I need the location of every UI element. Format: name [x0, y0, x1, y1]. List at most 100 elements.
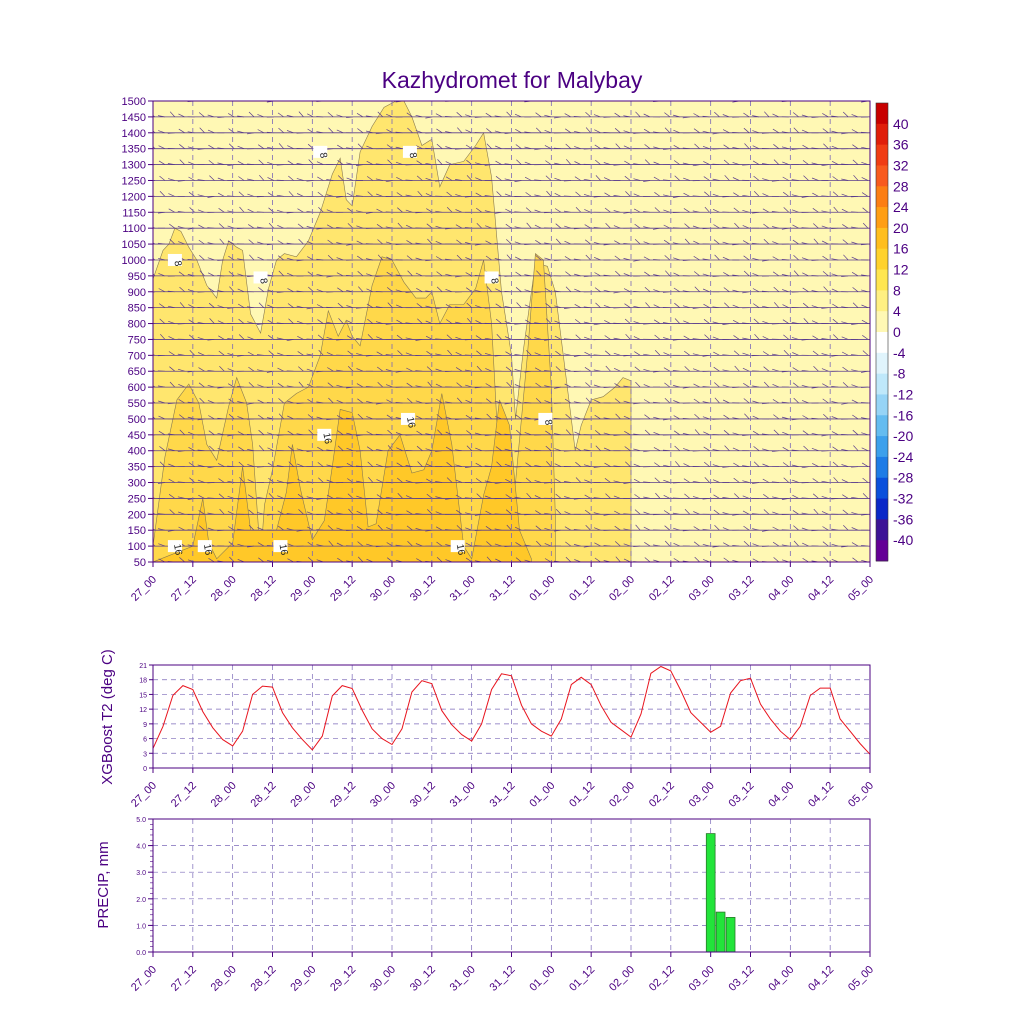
- wind-barb: [249, 254, 255, 261]
- contour-label: 16: [171, 543, 184, 556]
- wind-barb: [366, 160, 374, 165]
- wind-barb: [851, 129, 859, 134]
- colorbar-label: 20: [893, 220, 909, 236]
- wind-barb: [862, 350, 869, 356]
- wind-barb: [694, 286, 700, 293]
- wind-barb: [467, 318, 473, 324]
- wind-barb: [153, 115, 156, 118]
- wind-barb: [614, 541, 621, 547]
- wind-barb: [237, 416, 245, 420]
- wind-barb: [813, 238, 819, 245]
- x-tick-label: 05_00: [846, 574, 876, 604]
- wind-barb: [669, 101, 670, 102]
- wind-barb: [515, 414, 522, 420]
- wind-barb: [564, 526, 572, 531]
- wind-barb: [565, 541, 572, 547]
- wind-barb: [832, 191, 839, 197]
- wind-barb: [436, 398, 443, 404]
- wind-barb: [762, 351, 770, 356]
- x-tick-label: 01_00: [527, 574, 557, 604]
- wind-barb: [352, 101, 354, 102]
- wind-barb: [525, 207, 532, 213]
- wind-barb: [633, 208, 641, 213]
- wind-barb: [446, 206, 453, 213]
- wind-barb: [337, 557, 344, 562]
- wind-barb: [639, 101, 641, 102]
- wind-barb: [684, 238, 691, 245]
- wind-barb: [614, 240, 621, 245]
- wind-barb: [287, 558, 294, 562]
- wind-barb: [298, 381, 304, 388]
- wind-barb: [526, 492, 532, 499]
- wind-barb: [495, 176, 502, 181]
- wind-barb: [633, 193, 641, 197]
- wind-barb: [506, 239, 512, 245]
- wind-barb: [168, 223, 176, 229]
- colorbar-swatch: [876, 248, 888, 270]
- wind-barb: [723, 542, 730, 547]
- y-tick-label: 2.0: [136, 897, 146, 904]
- x-tick-label: 05_00: [846, 964, 876, 994]
- wind-barb: [465, 414, 473, 420]
- contour-label-box: [167, 253, 182, 266]
- wind-barb: [625, 461, 631, 467]
- wind-barb: [405, 224, 413, 229]
- wind-barb: [653, 431, 661, 436]
- x-tick-label: 05_00: [846, 780, 876, 810]
- wind-barb: [357, 413, 364, 420]
- wind-barb: [623, 415, 631, 420]
- wind-barb: [367, 318, 374, 324]
- wind-barb: [258, 287, 265, 293]
- wind-barb: [445, 431, 453, 436]
- wind-barb: [634, 223, 641, 229]
- wind-barb: [604, 350, 611, 356]
- wind-barb: [188, 304, 195, 309]
- wind-barb: [535, 525, 542, 531]
- wind-barb: [504, 336, 512, 340]
- wind-barb: [723, 144, 730, 149]
- wind-barb: [544, 543, 552, 547]
- wind-barb: [188, 446, 195, 452]
- wind-barb: [435, 511, 443, 515]
- wind-barb: [564, 113, 572, 118]
- wind-barb: [852, 302, 859, 308]
- wind-barb: [366, 145, 374, 150]
- wind-barb: [258, 302, 265, 308]
- wind-barb: [197, 479, 205, 483]
- x-tick-label: 04_00: [766, 964, 796, 994]
- wind-barb: [153, 416, 156, 420]
- wind-barb: [326, 479, 334, 483]
- wind-barb: [456, 254, 463, 261]
- wind-barb: [366, 431, 374, 436]
- wind-barb: [238, 318, 245, 324]
- wind-barb: [208, 144, 215, 150]
- wind-barb: [634, 239, 641, 245]
- wind-barb: [842, 224, 849, 229]
- wind-barb: [712, 479, 720, 483]
- wind-barb: [694, 143, 700, 149]
- wind-barb: [158, 415, 166, 420]
- y-tick-label: 12: [139, 707, 147, 714]
- wind-barb: [564, 128, 572, 134]
- wind-barb: [774, 302, 780, 308]
- wind-barb: [227, 368, 235, 372]
- wind-barb: [536, 270, 542, 277]
- y-tick-label: 50: [134, 557, 146, 569]
- wind-barb: [663, 494, 671, 499]
- wind-barb: [772, 511, 780, 515]
- wind-barb: [861, 304, 869, 309]
- t2-frame: [152, 664, 871, 769]
- wind-barb: [397, 493, 403, 499]
- wind-barb: [505, 208, 512, 213]
- wind-barb: [153, 369, 156, 372]
- wind-barb: [174, 101, 175, 102]
- wind-barb: [257, 256, 265, 261]
- y-tick-label: 450: [128, 430, 146, 442]
- wind-barb: [387, 159, 393, 165]
- wind-barb: [851, 399, 859, 404]
- wind-barb: [198, 510, 205, 515]
- wind-barb: [594, 414, 601, 420]
- wind-barb: [376, 494, 383, 499]
- wind-barb: [411, 101, 413, 102]
- wind-barb: [704, 477, 710, 483]
